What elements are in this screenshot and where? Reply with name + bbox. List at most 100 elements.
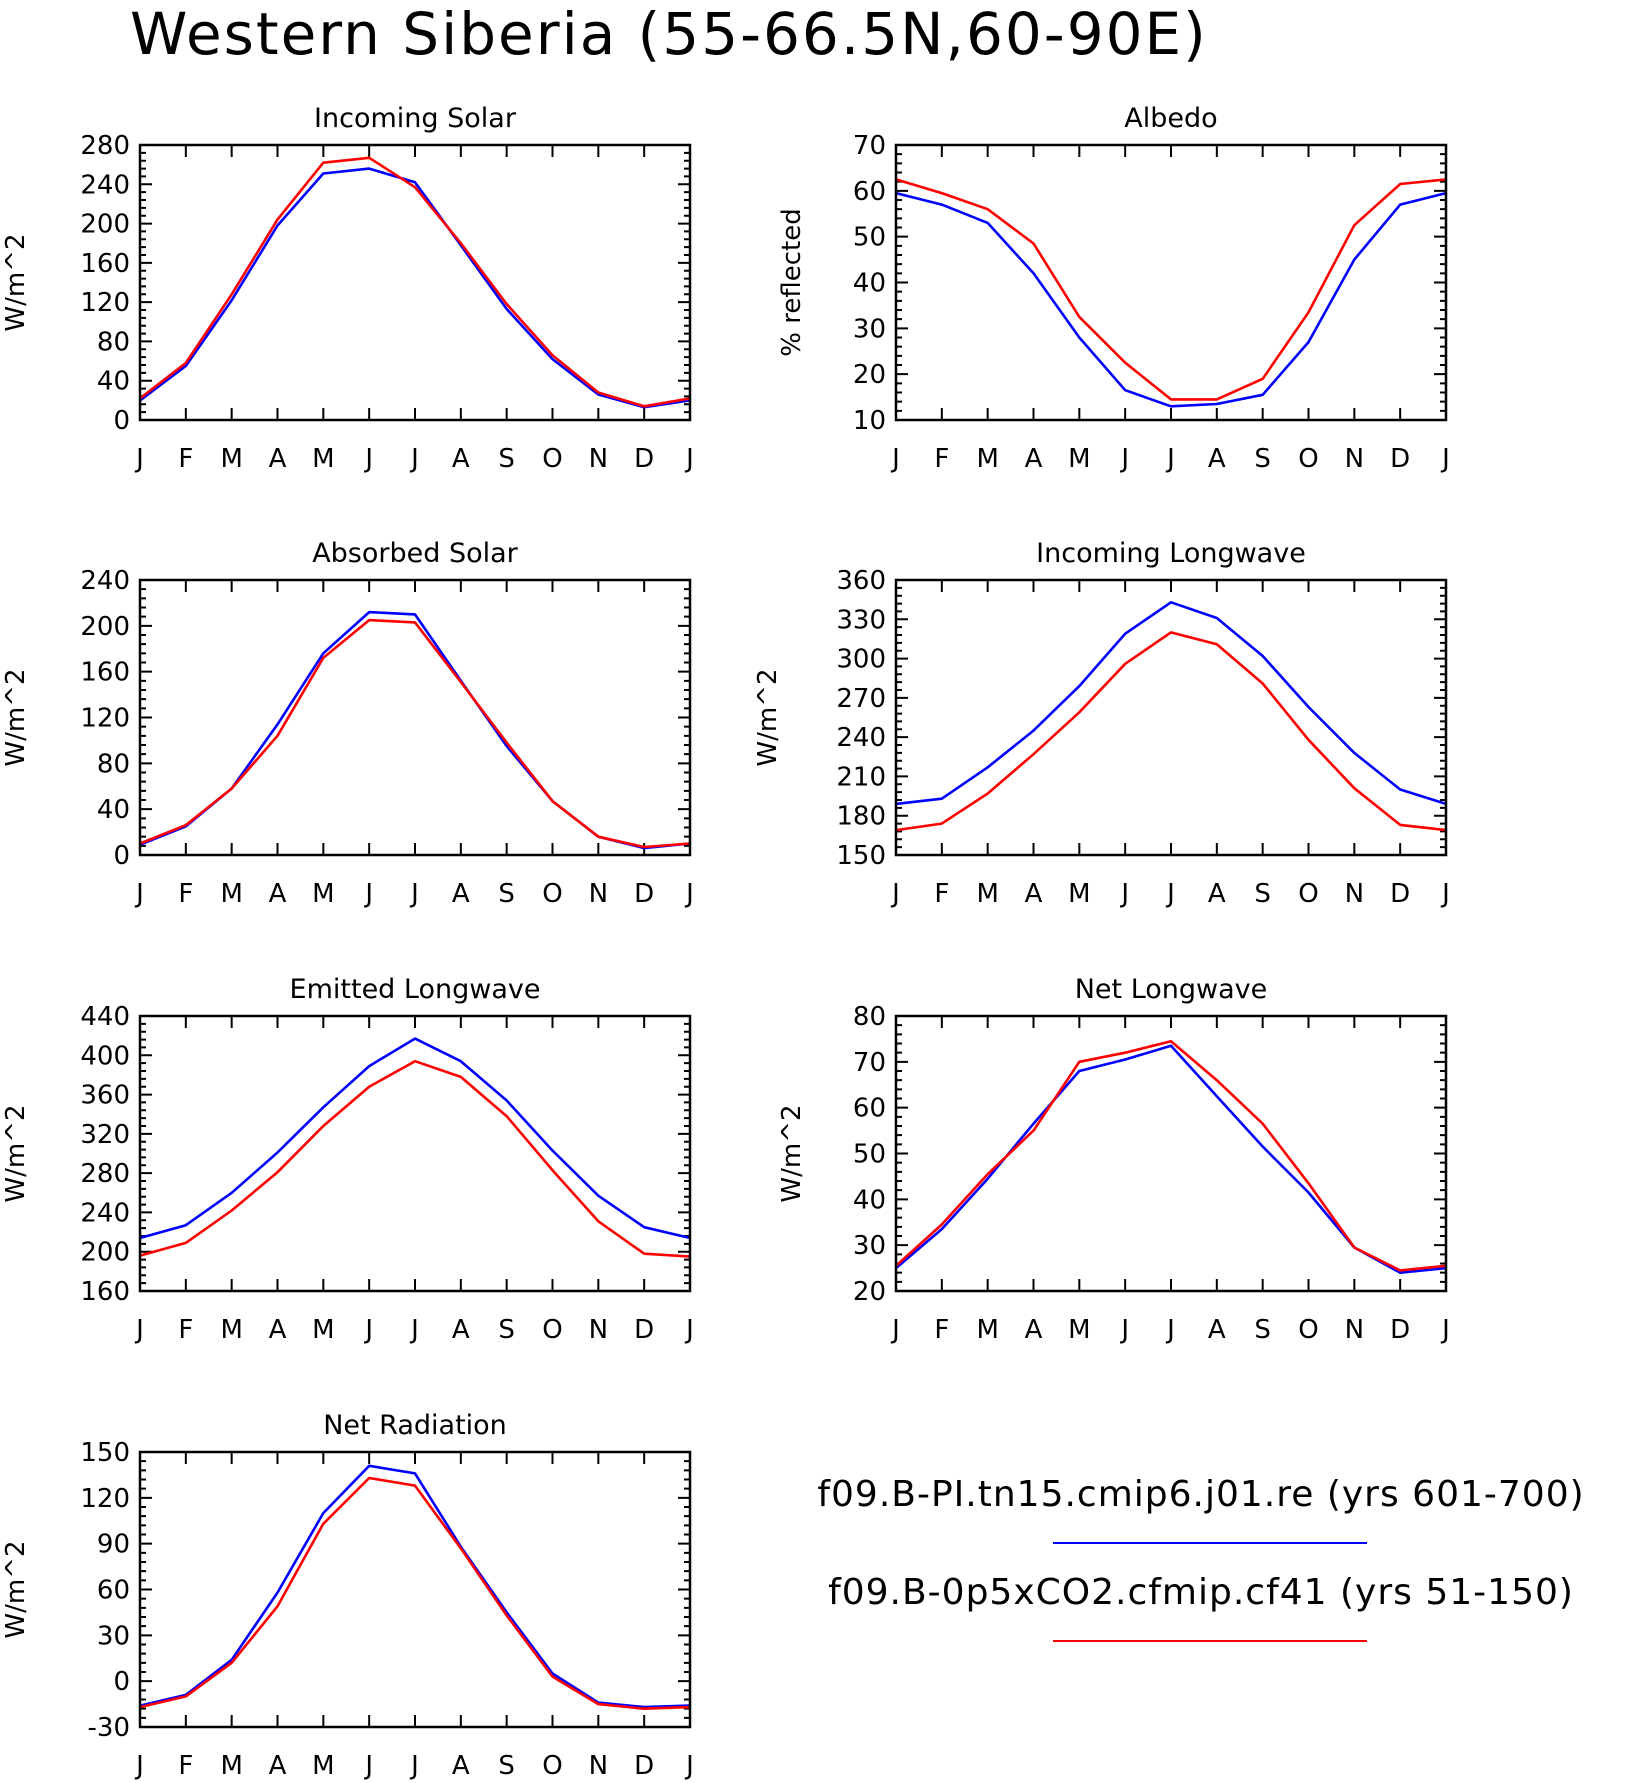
- x-tick-label: D: [634, 879, 654, 909]
- x-tick-label: M: [312, 444, 334, 474]
- chart-panels: Incoming SolarW/m^204080120160200240280J…: [1, 103, 1450, 1781]
- series-line-pi-incoming-solar: [139, 167, 691, 409]
- y-tick-label: 280: [80, 131, 130, 161]
- x-tick-label: J: [1165, 444, 1175, 474]
- x-tick-label: S: [498, 444, 515, 474]
- y-tick-label: 150: [836, 841, 886, 871]
- y-tick-label: 30: [97, 1621, 130, 1651]
- x-tick-label: M: [220, 1315, 242, 1345]
- series-line-co2-albedo: [895, 178, 1447, 401]
- y-axis-label-incoming-solar: W/m^2: [1, 233, 31, 331]
- y-axis-label-incoming-longwave: W/m^2: [753, 668, 783, 766]
- x-tick-label: J: [134, 444, 144, 474]
- y-tick-label: 240: [80, 170, 130, 200]
- x-tick-label: M: [1068, 879, 1090, 909]
- y-tick-label: 120: [80, 288, 130, 318]
- y-tick-label: 200: [80, 1238, 130, 1268]
- y-tick-label: -30: [88, 1713, 130, 1743]
- figure-title: Western Siberia (55-66.5N,60-90E): [130, 0, 1208, 68]
- x-tick-label: N: [1345, 444, 1364, 474]
- x-tick-label: S: [498, 1315, 515, 1345]
- panel-incoming-longwave: Incoming Longwave W/m^2 150 180 210 240 270 300…: [753, 538, 1450, 909]
- y-tick-label: 200: [80, 210, 130, 240]
- x-tick-label: J: [684, 879, 694, 909]
- y-tick-label: 50: [853, 223, 886, 253]
- series-line-pi-absorbed-solar: [139, 610, 691, 850]
- x-tick-label: O: [542, 1751, 562, 1781]
- y-tick-label: 120: [80, 704, 130, 734]
- plot-frame-incoming-longwave: [894, 578, 1448, 857]
- y-tick-label: 160: [80, 658, 130, 688]
- x-tick-label: O: [1298, 1315, 1318, 1345]
- x-tick-label: J: [363, 1751, 373, 1781]
- y-tick-label: 30: [853, 314, 886, 344]
- x-tick-label: J: [684, 444, 694, 474]
- y-tick-label: 20: [853, 1277, 886, 1307]
- y-tick-label: 20: [853, 360, 886, 390]
- x-tick-label: N: [589, 1315, 608, 1345]
- x-tick-label: J: [1165, 879, 1175, 909]
- x-tick-label: O: [1298, 879, 1318, 909]
- x-tick-label: A: [1025, 444, 1043, 474]
- x-tick-label: D: [634, 1315, 654, 1345]
- legend-label-pi: f09.B-PI.tn15.cmip6.j01.re (yrs 601-700): [817, 1474, 1584, 1515]
- x-tick-label: F: [934, 444, 949, 474]
- y-tick-label: 40: [853, 269, 886, 299]
- x-tick-label: J: [134, 1315, 144, 1345]
- y-axis-label-albedo: % reflected: [777, 208, 807, 356]
- y-axis-label-emitted-longwave: W/m^2: [1, 1104, 31, 1202]
- x-tick-label: M: [220, 444, 242, 474]
- panel-title-net-radiation: Net Radiation: [323, 1410, 507, 1441]
- x-tick-label: O: [542, 1315, 562, 1345]
- tick-marks-emitted-longwave: [139, 1015, 691, 1292]
- x-tick-label: M: [1068, 444, 1090, 474]
- x-tick-label: S: [498, 879, 515, 909]
- y-tick-label: 40: [97, 795, 130, 825]
- x-tick-label: J: [684, 1315, 694, 1345]
- x-tick-label: J: [890, 444, 900, 474]
- y-tick-label: 60: [853, 1094, 886, 1124]
- x-tick-label: A: [452, 1751, 470, 1781]
- y-tick-label: 120: [80, 1484, 130, 1514]
- y-tick-label: 40: [97, 367, 130, 397]
- x-tick-label: A: [1208, 1315, 1226, 1345]
- series-line-co2-incoming-solar: [139, 156, 691, 408]
- x-tick-label: A: [1208, 444, 1226, 474]
- y-tick-label: 70: [853, 131, 886, 161]
- x-tick-label: M: [1068, 1315, 1090, 1345]
- x-tick-label: N: [589, 444, 608, 474]
- plot-frame-absorbed-solar: [138, 578, 692, 857]
- x-tick-label: A: [452, 1315, 470, 1345]
- y-tick-label: 60: [97, 1576, 130, 1606]
- y-tick-label: 360: [836, 566, 886, 596]
- tick-marks-net-radiation: [139, 1451, 691, 1728]
- x-tick-label: J: [1440, 444, 1450, 474]
- x-tick-label: A: [1208, 879, 1226, 909]
- x-tick-label: N: [1345, 1315, 1364, 1345]
- y-tick-label: 180: [836, 802, 886, 832]
- x-tick-label: J: [1440, 1315, 1450, 1345]
- tick-marks-albedo: [895, 144, 1447, 421]
- plot-frame-incoming-solar: [138, 143, 692, 422]
- panel-title-absorbed-solar: Absorbed Solar: [312, 538, 518, 569]
- x-tick-label: J: [1165, 1315, 1175, 1345]
- x-tick-label: M: [312, 1315, 334, 1345]
- y-tick-label: 80: [97, 749, 130, 779]
- series-line-pi-incoming-longwave: [895, 600, 1447, 806]
- x-tick-label: J: [363, 444, 373, 474]
- x-tick-label: M: [312, 1751, 334, 1781]
- y-tick-label: 10: [853, 406, 886, 436]
- x-tick-label: F: [934, 1315, 949, 1345]
- series-line-pi-albedo: [895, 191, 1447, 408]
- x-tick-label: S: [1254, 879, 1271, 909]
- x-tick-label: J: [409, 1315, 419, 1345]
- x-tick-label: M: [976, 1315, 998, 1345]
- x-tick-label: D: [1390, 444, 1410, 474]
- y-tick-label: 240: [80, 1198, 130, 1228]
- legend-label-co2: f09.B-0p5xCO2.cfmip.cf41 (yrs 51-150): [828, 1572, 1574, 1613]
- y-tick-label: 160: [80, 1277, 130, 1307]
